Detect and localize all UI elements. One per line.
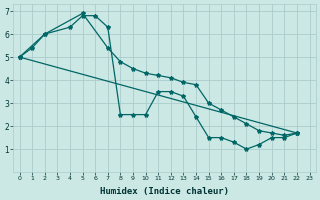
X-axis label: Humidex (Indice chaleur): Humidex (Indice chaleur) xyxy=(100,187,229,196)
